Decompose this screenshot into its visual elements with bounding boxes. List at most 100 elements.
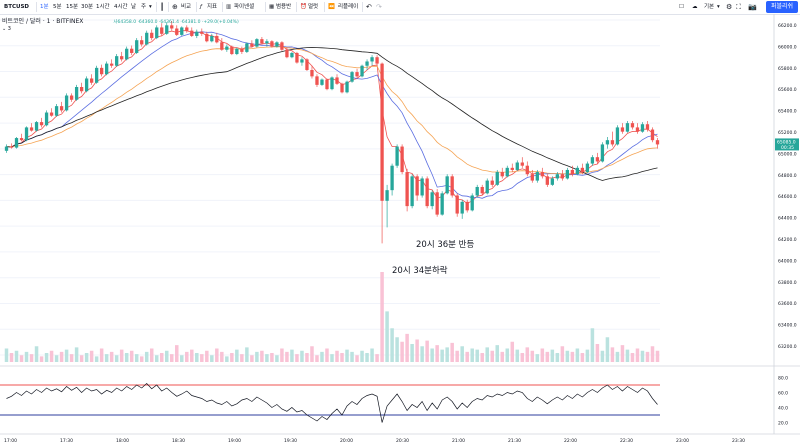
candle-body <box>545 176 549 185</box>
cloud-icon[interactable]: ☁ <box>692 4 698 10</box>
candle-body <box>200 31 204 34</box>
redo-icon[interactable]: ↷ <box>376 3 382 11</box>
candle-body <box>500 172 504 177</box>
candle-body <box>485 180 489 194</box>
volume-bar <box>59 351 64 362</box>
moving-averages <box>6 30 658 204</box>
layout-square-icon[interactable]: ☐ <box>679 4 684 10</box>
replay-icon[interactable]: ⏪ <box>328 4 335 10</box>
volume-bar <box>14 350 19 362</box>
interval-1h[interactable]: 1시간 <box>96 4 110 10</box>
price-tick-label: 63800.0 <box>778 280 797 286</box>
financials-button[interactable]: 파이넨셜 <box>234 4 255 10</box>
candle-body <box>280 42 284 50</box>
candle-body <box>385 190 389 201</box>
candle-body <box>310 69 314 77</box>
time-tick-label: 23:30 <box>732 438 745 444</box>
volume-bar <box>220 351 224 362</box>
layout-name[interactable]: 기본 <box>704 4 715 10</box>
camera-icon[interactable]: 📷 <box>748 3 757 11</box>
candle-body <box>145 32 149 45</box>
symbol-search[interactable]: BTCUSD <box>4 4 29 10</box>
undo-icon[interactable]: ↶ <box>366 3 372 11</box>
candle-body <box>555 174 559 179</box>
candle-body <box>185 27 189 31</box>
candle-body <box>610 140 615 145</box>
volume-bar <box>490 350 494 362</box>
interval-15m[interactable]: 15분 <box>66 4 79 10</box>
candle-body <box>445 176 449 194</box>
legend-collapse-icon[interactable]: ⌄ <box>2 26 7 32</box>
volume-bar <box>200 354 204 362</box>
volume-bar <box>525 347 530 362</box>
volume-bar <box>410 344 414 362</box>
candle-style-icon[interactable]: ┃ <box>160 3 165 11</box>
interval-1m[interactable]: 1분 <box>40 4 49 10</box>
price-tick-label: 63600.0 <box>778 301 797 307</box>
candle-body <box>435 192 439 215</box>
volume-bar <box>580 353 585 362</box>
candle-body <box>455 195 459 214</box>
volume-bar <box>565 350 570 362</box>
volume-bar <box>250 355 254 362</box>
toolbar-divider <box>296 2 297 12</box>
volume-bar <box>425 340 429 362</box>
templates-icon[interactable]: ▦ <box>269 4 275 10</box>
candle-body <box>345 81 349 93</box>
candle-body <box>315 76 319 85</box>
interval-day[interactable]: 날 <box>131 4 137 10</box>
candle-body <box>350 72 354 82</box>
time-tick-label: 21:30 <box>508 438 521 444</box>
replay-button[interactable]: 리플레이 <box>338 4 359 10</box>
candle-body <box>600 144 605 162</box>
volume-bar <box>635 348 640 362</box>
volume-bar <box>380 272 384 362</box>
candle-body <box>400 146 404 173</box>
candle-body <box>89 78 94 83</box>
volume-bar <box>655 350 660 362</box>
interval-5m[interactable]: 5분 <box>53 4 62 10</box>
toolbar-divider <box>265 2 266 12</box>
volume-bar <box>630 353 635 362</box>
toolbar-divider <box>362 2 363 12</box>
candle-body <box>255 39 259 47</box>
time-tick-label: 20:00 <box>340 438 353 444</box>
volume-bar <box>520 353 525 362</box>
chevron-down-icon[interactable]: ▾ <box>149 4 152 10</box>
publish-button[interactable]: 퍼블리쉬 <box>766 1 798 13</box>
price-tick-label: 64800.0 <box>778 173 797 179</box>
alert-button[interactable]: 얼럿 <box>308 4 319 10</box>
time-tick-label: 19:30 <box>284 438 297 444</box>
volume-bar <box>650 346 655 362</box>
volume-bar <box>205 350 209 362</box>
candle-body <box>590 157 595 164</box>
candle-body <box>585 163 590 173</box>
fullscreen-icon[interactable]: ⛶ <box>736 3 741 11</box>
indicators-fx-icon[interactable]: ƒ <box>200 4 202 10</box>
volume-bar <box>445 347 449 362</box>
candle-body <box>625 123 630 132</box>
indicators-button[interactable]: 지표 <box>207 4 218 10</box>
candle-body <box>24 127 29 141</box>
volume-bar <box>235 349 239 362</box>
interval-week[interactable]: 주 <box>141 4 147 10</box>
candle-body <box>79 87 84 92</box>
interval-4h[interactable]: 4시간 <box>114 4 128 10</box>
interval-30m[interactable]: 30분 <box>81 4 94 10</box>
templates-label[interactable]: 범용반 <box>276 4 292 10</box>
financials-chart-icon[interactable]: ▥ <box>226 4 232 10</box>
candle-body <box>59 106 64 111</box>
price-tick-label: 65400.0 <box>778 109 797 115</box>
time-tick-label: 20:30 <box>396 438 409 444</box>
volume-bar <box>190 349 194 362</box>
legend-indicator-count: 3 <box>7 26 11 32</box>
settings-gear-icon[interactable]: ⚙ <box>726 3 733 11</box>
alert-clock-icon[interactable]: ⏰ <box>300 4 307 10</box>
volume-bar <box>144 351 149 362</box>
compare-button[interactable]: 비교 <box>181 4 192 10</box>
compare-plus-icon[interactable]: ⊕ <box>172 3 178 11</box>
candle-body <box>540 172 544 177</box>
layout-chevron-icon[interactable]: ▾ <box>717 4 720 10</box>
volume-bar <box>285 351 289 362</box>
